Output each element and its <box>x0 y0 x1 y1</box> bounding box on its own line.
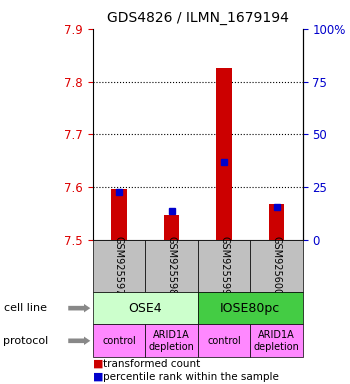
Bar <box>198 292 303 324</box>
Bar <box>145 324 198 357</box>
Text: protocol: protocol <box>4 336 49 346</box>
Bar <box>216 68 232 240</box>
Bar <box>164 215 179 240</box>
Text: ■: ■ <box>93 372 103 382</box>
Text: ■: ■ <box>93 359 103 369</box>
Text: transformed count: transformed count <box>103 359 201 369</box>
Text: cell line: cell line <box>4 303 47 313</box>
Text: control: control <box>207 336 241 346</box>
Text: percentile rank within the sample: percentile rank within the sample <box>103 372 279 382</box>
Text: GSM925599: GSM925599 <box>219 236 229 296</box>
Text: GSM925597: GSM925597 <box>114 236 124 296</box>
Bar <box>269 204 284 240</box>
Text: control: control <box>102 336 136 346</box>
Text: ARID1A
depletion: ARID1A depletion <box>148 330 195 352</box>
Bar <box>93 240 145 292</box>
Title: GDS4826 / ILMN_1679194: GDS4826 / ILMN_1679194 <box>107 11 289 25</box>
Bar <box>250 240 303 292</box>
Text: IOSE80pc: IOSE80pc <box>220 302 280 314</box>
Text: ARID1A
depletion: ARID1A depletion <box>253 330 300 352</box>
Bar <box>93 292 198 324</box>
Text: GSM925598: GSM925598 <box>167 236 176 296</box>
Bar <box>111 189 127 240</box>
Bar <box>198 324 250 357</box>
Bar <box>145 240 198 292</box>
Text: OSE4: OSE4 <box>128 302 162 314</box>
Text: GSM925600: GSM925600 <box>272 237 281 295</box>
Bar <box>93 324 145 357</box>
Bar <box>250 324 303 357</box>
Bar <box>198 240 250 292</box>
